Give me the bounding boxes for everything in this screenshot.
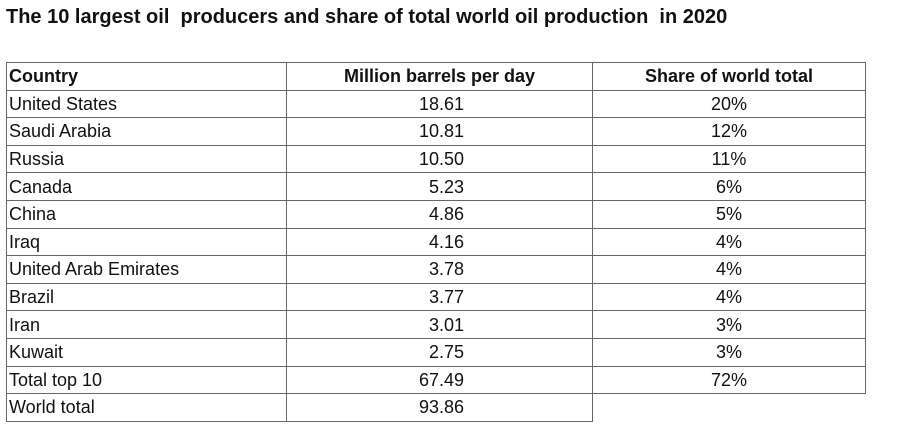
table-row: United States 18.61 20% [6, 89, 866, 119]
table-cell: 10.50 [286, 144, 593, 174]
table-cell: 3.77 [286, 282, 593, 312]
title: The 10 largest oil producers and share o… [6, 6, 728, 28]
table-cell: 10.81 [286, 117, 593, 146]
table-row: Total top 10 67.49 72% [6, 365, 866, 395]
table-cell: 4% [592, 227, 866, 257]
table-row: Brazil 3.77 4% [6, 282, 866, 312]
table-cell: 6% [592, 172, 866, 201]
table-cell: Canada [6, 172, 287, 201]
table-cell: Brazil [6, 282, 287, 312]
table-row: Iran 3.01 3% [6, 310, 866, 339]
table-row: Iraq 4.16 4% [6, 227, 866, 257]
table-cell: 3% [592, 310, 866, 339]
data-table: Country Million barrels per day Share of w… [6, 62, 866, 422]
table-cell: Saudi Arabia [6, 117, 287, 146]
table-cell: United States [6, 89, 287, 119]
table-cell: 4% [592, 255, 866, 284]
table-cell: Iran [6, 310, 287, 339]
table-cell: Kuwait [6, 337, 287, 367]
table-cell: Russia [6, 144, 287, 174]
table-cell: 3.78 [286, 255, 593, 284]
table-row: Russia 10.50 11% [6, 144, 866, 174]
table-cell: 4.16 [286, 227, 593, 257]
table-cell: 18.61 [286, 89, 593, 119]
table-body: United States 18.61 20% Saudi Arabia 10.81 12… [6, 89, 866, 422]
table-cell: 67.49 [286, 365, 593, 395]
table-row: China 4.86 5% [6, 199, 866, 229]
table-row: Canada 5.23 6% [6, 172, 866, 201]
table-cell: 11% [592, 144, 866, 174]
empty-cell [592, 393, 866, 422]
header-row: Country Million barrels per day Share of w… [6, 62, 866, 91]
table-cell: 5% [592, 199, 866, 229]
table-cell: 93.86 [286, 393, 593, 422]
column-header: Share of world total [592, 62, 866, 91]
table-row: Kuwait 2.75 3% [6, 337, 866, 367]
table-cell: 2.75 [286, 337, 593, 367]
table-cell: 72% [592, 365, 866, 395]
table-row: Saudi Arabia 10.81 12% [6, 117, 866, 146]
table-cell: 12% [592, 117, 866, 146]
table-cell: Iraq [6, 227, 287, 257]
table-cell: 5.23 [286, 172, 593, 201]
table-cell: 4.86 [286, 199, 593, 229]
table-cell: 4% [592, 282, 866, 312]
table-cell: 20% [592, 89, 866, 119]
table-row: World total 93.86 [6, 393, 866, 422]
table-cell: World total [6, 393, 287, 422]
table-cell: United Arab Emirates [6, 255, 287, 284]
table-cell: 3.01 [286, 310, 593, 339]
table-row: United Arab Emirates 3.78 4% [6, 255, 866, 284]
table-cell: China [6, 199, 287, 229]
table-cell: 3% [592, 337, 866, 367]
table-cell: Total top 10 [6, 365, 287, 395]
column-header: Country [6, 62, 287, 91]
column-header: Million barrels per day [286, 62, 593, 91]
